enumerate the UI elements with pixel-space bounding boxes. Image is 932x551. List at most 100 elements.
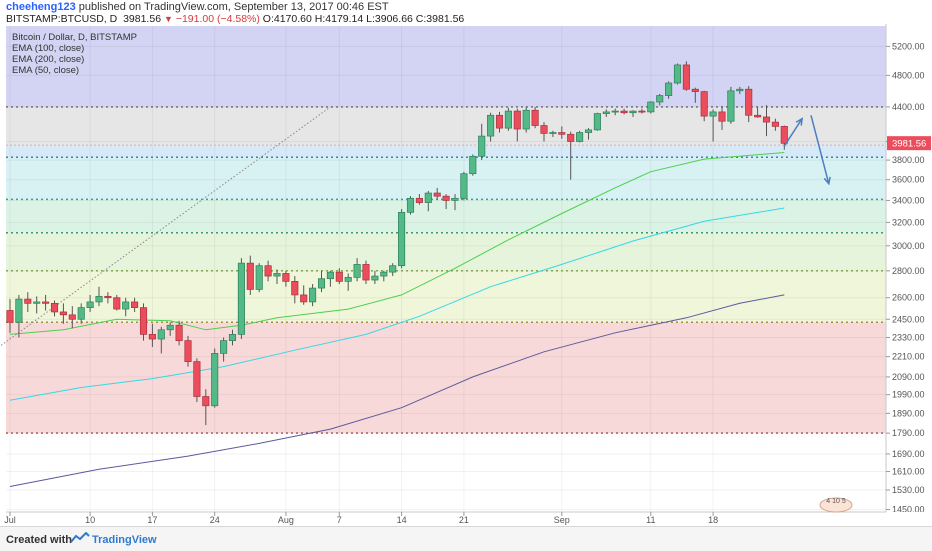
candle-body [691, 88, 699, 92]
publish-info: cheeheng123 published on TradingView.com… [6, 1, 389, 13]
candle [104, 292, 112, 304]
candle-body [59, 311, 67, 316]
time-tick-label: Sep [554, 515, 570, 525]
candle-body [638, 110, 646, 113]
candle [487, 112, 495, 142]
candle [762, 105, 771, 137]
footer-bar: Created with TradingView [0, 526, 932, 551]
candle-body [389, 265, 397, 273]
price-axis[interactable]: 5200.004800.004400.004000.003800.003600.… [885, 24, 932, 526]
last-price-tag-label: 3981.56 [892, 139, 926, 150]
candle [300, 285, 308, 305]
candle [593, 112, 601, 131]
candle-body [237, 262, 245, 335]
forecast-arrow-down [810, 115, 830, 184]
candle [647, 101, 655, 114]
candle [15, 294, 23, 338]
price-tick-label: 2330.00 [892, 332, 925, 342]
fib-zone [6, 26, 886, 107]
time-tick-label: 11 [646, 515, 655, 525]
candle [745, 86, 753, 123]
time-axis[interactable]: Jul 10 17 24 Aug 7 14 21 Sep 11 18 [0, 511, 932, 526]
candle [317, 270, 326, 293]
candle-body [246, 262, 254, 290]
time-tick-label: 17 [147, 515, 157, 525]
candle [424, 190, 432, 212]
price-axis-bg [886, 24, 932, 526]
candle-body [522, 109, 530, 130]
candle [273, 269, 281, 285]
fib-zones [6, 26, 886, 434]
price-tick-label: 1610.00 [892, 467, 925, 477]
ohlc-readout: BITSTAMP:BTCUSD, D 3981.56 ▼ −191.00 (−4… [6, 13, 464, 25]
candle [139, 303, 148, 341]
candle [175, 320, 183, 346]
candle-body [326, 271, 334, 280]
candle [513, 108, 521, 142]
candle [754, 106, 762, 118]
watermark-text: 4 10 5 [826, 498, 846, 505]
candle [95, 286, 103, 307]
candle [59, 303, 67, 324]
candle-body [362, 264, 370, 281]
candle [638, 108, 646, 114]
candle [6, 299, 14, 333]
candle [344, 273, 352, 291]
candle [576, 130, 584, 143]
chart-legend: Bitcoin / Dollar, D, BITSTAMP EMA (100, … [12, 32, 137, 76]
price-chart[interactable]: 5200.004800.004400.004000.003800.003600.… [0, 24, 932, 526]
price-tick-label: 1790.00 [892, 428, 925, 438]
down-triangle-icon: ▼ [163, 14, 173, 24]
candle-body [398, 212, 406, 267]
time-tick-label: Jul [4, 515, 16, 525]
candle-body [131, 301, 139, 308]
publisher-name[interactable]: cheeheng123 [6, 1, 76, 13]
candle-body [487, 114, 495, 137]
tradingview-link[interactable]: TradingView [92, 534, 157, 546]
candle [433, 187, 441, 200]
candle-body [495, 114, 504, 129]
fib-zone [6, 232, 886, 271]
candle-body [353, 264, 361, 278]
candle-body [380, 271, 388, 277]
candle [656, 93, 664, 106]
published-text: published on TradingView.com, September … [78, 1, 389, 13]
price-tick-label: 1890.00 [892, 408, 925, 418]
candle-body [540, 125, 548, 134]
candle [228, 329, 237, 346]
fib-zone [6, 322, 886, 434]
candle [611, 108, 619, 116]
candle-body [317, 278, 326, 289]
candle-body [531, 109, 539, 126]
high-value: H:4179.14 [314, 13, 364, 25]
candle [700, 90, 708, 122]
last-price: 3981.56 [123, 13, 162, 25]
legend-ema200: EMA (200, close) [12, 54, 84, 65]
candle [567, 131, 575, 180]
candle-body [113, 297, 121, 310]
candle-body [193, 361, 201, 397]
price-tick-label: 3000.00 [892, 241, 925, 251]
candle-body [709, 111, 717, 117]
forecast-arrows [783, 115, 831, 186]
candle [33, 296, 41, 314]
last-price-tag [887, 136, 931, 151]
price-tick-label: 2090.00 [892, 372, 925, 382]
price-tick-label: 2800.00 [892, 266, 925, 276]
candle-body [415, 197, 423, 203]
candle-body [656, 95, 664, 103]
candle-body [478, 135, 486, 157]
candle [113, 294, 121, 311]
candle [122, 297, 130, 317]
candle-body [611, 110, 619, 113]
symbol-label: BITSTAMP:BTCUSD, D [6, 13, 118, 25]
time-axis-bg [0, 512, 932, 526]
candle-body [220, 340, 228, 354]
price-tick-label: 2450.00 [892, 314, 925, 324]
candle [682, 61, 690, 91]
candle-body [584, 129, 593, 133]
candle-body [406, 197, 415, 213]
candle [77, 303, 85, 324]
candle-body [576, 132, 584, 142]
time-tick-label: 24 [210, 515, 220, 525]
